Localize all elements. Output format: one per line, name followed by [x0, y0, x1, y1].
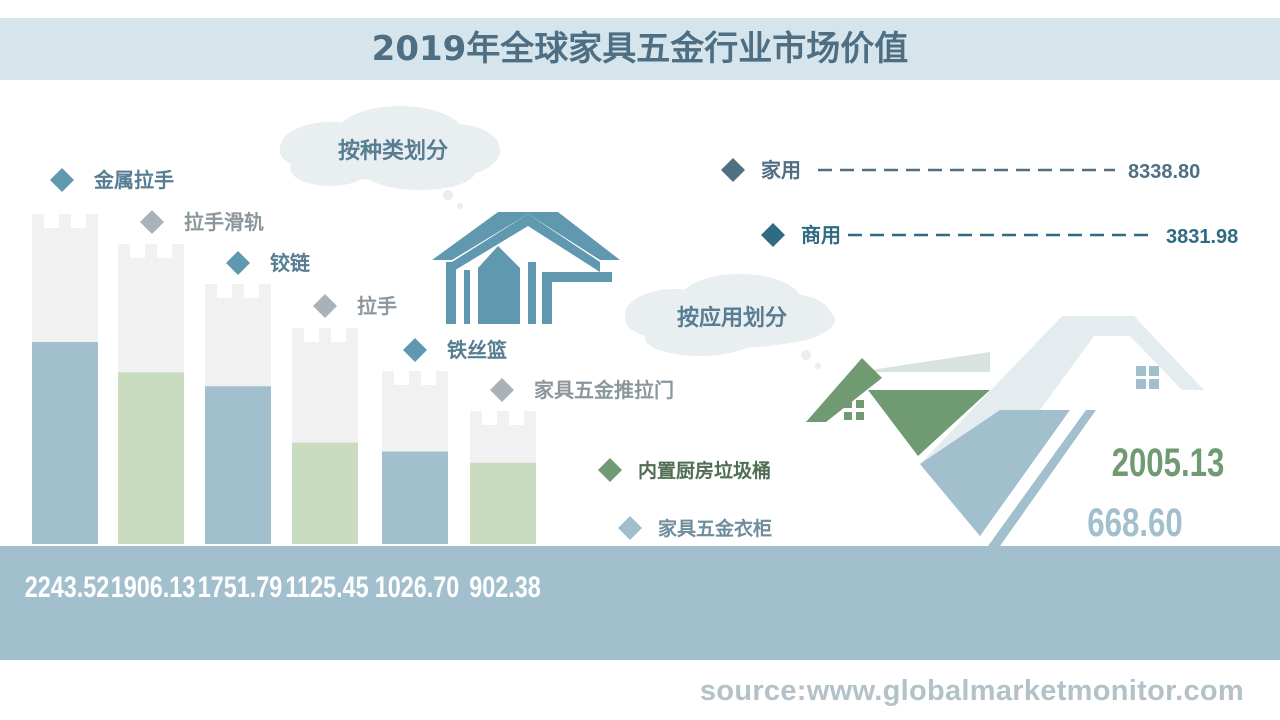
bar-fill [382, 451, 448, 544]
value-label: 1751.79 [198, 570, 283, 603]
tower-crenel [409, 371, 421, 385]
tower-crenel [470, 411, 482, 425]
application-legend: 家用 8338.80 商用 3831.98 [721, 158, 1238, 248]
value-label: 2005.13 [1112, 440, 1225, 485]
blue-house-illustration [920, 316, 1204, 546]
tower-crenel [382, 371, 394, 385]
tower-crenel [118, 244, 130, 258]
green-house-illustration [806, 352, 990, 456]
cloud-type-label: 按种类划分 [338, 138, 448, 164]
bar-fill [205, 386, 271, 544]
cloud-application [625, 274, 835, 369]
tower-crenel [259, 284, 271, 298]
legend-label: 铰链 [270, 251, 311, 275]
tower-crenel [292, 328, 304, 342]
bar-fill [118, 372, 184, 544]
legend-diamond [721, 158, 745, 182]
legend-label: 家具五金推拉门 [534, 378, 674, 402]
tower-bars [32, 214, 536, 544]
value-label: 3831.98 [1166, 226, 1238, 248]
legend-label: 内置厨房垃圾桶 [638, 459, 771, 482]
legend-label: 拉手滑轨 [184, 210, 264, 234]
tower-crenel [172, 244, 184, 258]
legend-diamond [50, 168, 74, 192]
tower-crenel [497, 411, 509, 425]
page-title: 2019年全球家具五金行业市场价值 [371, 29, 909, 69]
legend-diamond [226, 251, 250, 275]
legend-label: 金属拉手 [93, 168, 174, 192]
tower-crenel [436, 371, 448, 385]
tower-values: 2243.52 1906.13 1751.79 1125.45 1026.70 902.3… [25, 570, 541, 603]
tower-crenel [346, 328, 358, 342]
legend-label: 铁丝篮 [447, 338, 507, 362]
cloud-application-label: 按应用划分 [677, 305, 787, 331]
value-label: 902.38 [469, 570, 541, 603]
legend-diamond [140, 210, 164, 234]
value-label: 1125.45 [285, 570, 368, 603]
value-label: 8338.80 [1128, 161, 1200, 183]
bar-fill [32, 342, 98, 544]
legend-diamond [618, 516, 642, 540]
house-icon [432, 212, 620, 324]
value-label: 2243.52 [25, 570, 110, 603]
legend-diamond [403, 338, 427, 362]
legend-diamond [490, 378, 514, 402]
title-band [0, 18, 1280, 80]
cloud-type [280, 106, 500, 209]
value-label: 1906.13 [111, 570, 196, 603]
legend-label: 拉手 [357, 294, 397, 318]
legend-diamond [761, 223, 785, 247]
tower-crenel [232, 284, 244, 298]
tower-crenel [86, 214, 98, 228]
legend-label: 家用 [761, 158, 801, 182]
legend-label: 家具五金衣柜 [658, 517, 772, 540]
tower-crenel [145, 244, 157, 258]
tower-crenel [32, 214, 44, 228]
tower-crenel [524, 411, 536, 425]
tower-crenel [205, 284, 217, 298]
value-label: 668.60 [1087, 500, 1182, 545]
bottom-band [0, 546, 1280, 660]
bar-fill [292, 442, 358, 544]
tower-crenel [59, 214, 71, 228]
legend-diamond [598, 458, 622, 482]
legend-diamond [313, 294, 337, 318]
bar-fill [470, 462, 536, 544]
legend-label: 商用 [801, 223, 841, 247]
sub-legend: 内置厨房垃圾桶 2005.13 家具五金衣柜 668.60 [598, 440, 1224, 545]
value-label: 1026.70 [375, 570, 460, 603]
tower-crenel [319, 328, 331, 342]
source-text: source:www.globalmarketmonitor.com [699, 675, 1244, 707]
